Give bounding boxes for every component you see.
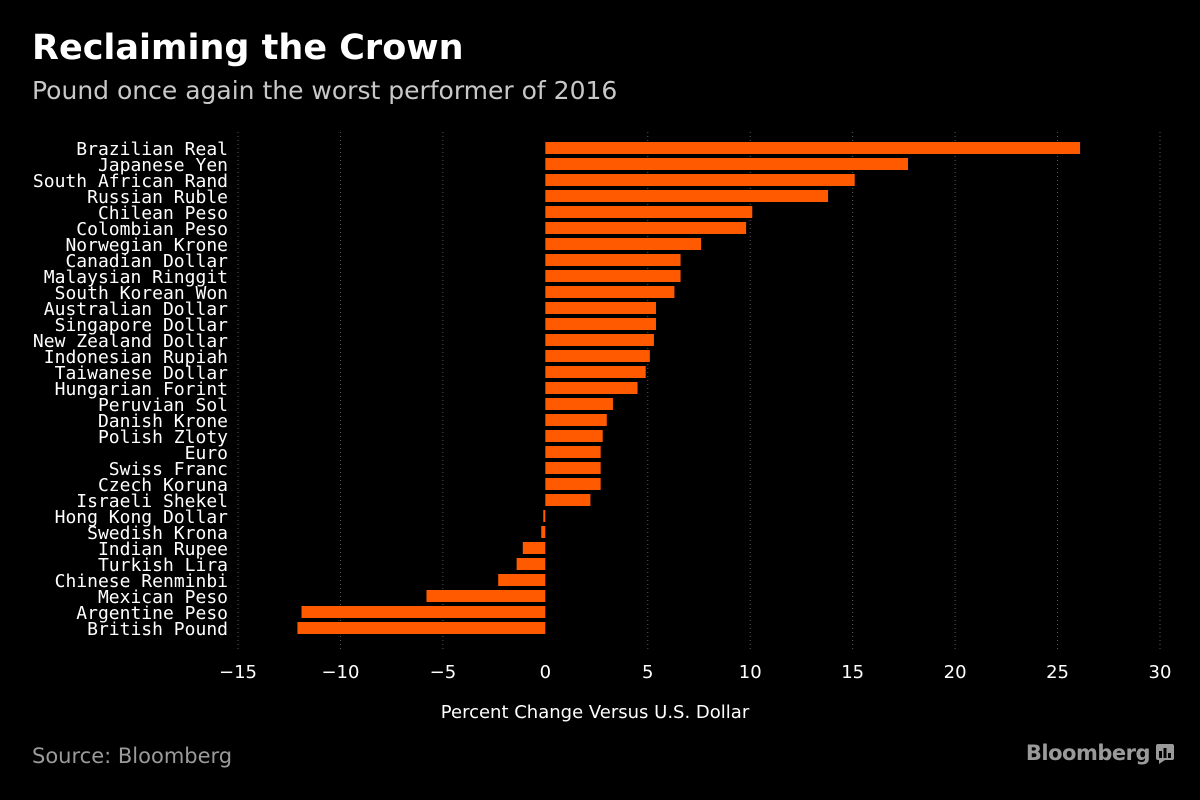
x-tick-label: 25 xyxy=(1046,662,1069,683)
category-label: Czech Koruna xyxy=(98,475,228,496)
x-tick-label: −5 xyxy=(430,662,457,683)
brand-name: Bloomberg xyxy=(1025,741,1151,765)
x-tick-label: −10 xyxy=(321,662,359,683)
bar xyxy=(545,478,601,490)
bar xyxy=(545,302,656,314)
category-label: Canadian Dollar xyxy=(65,251,228,272)
bar xyxy=(545,254,681,266)
category-label: Turkish Lira xyxy=(98,555,228,576)
bar xyxy=(541,526,546,538)
category-label: Norwegian Krone xyxy=(65,235,228,256)
bar xyxy=(545,142,1081,154)
category-label: Malaysian Ringgit xyxy=(44,267,228,288)
bar xyxy=(545,494,591,506)
bar xyxy=(545,270,681,282)
category-label: Euro xyxy=(185,443,228,464)
x-tick-label: 30 xyxy=(1149,662,1172,683)
chart-title: Reclaiming the Crown xyxy=(32,28,464,68)
chart-subtitle: Pound once again the worst performer of … xyxy=(32,76,618,105)
bar xyxy=(301,606,546,618)
category-label: Indian Rupee xyxy=(98,539,228,560)
category-label: South Korean Won xyxy=(55,283,228,304)
category-label: Singapore Dollar xyxy=(55,315,229,336)
bar xyxy=(545,446,601,458)
category-label: Indonesian Rupiah xyxy=(44,347,228,368)
bar xyxy=(545,174,855,186)
bar xyxy=(545,238,702,250)
bar xyxy=(545,350,650,362)
category-label: Hungarian Forint xyxy=(55,379,228,400)
category-label: Israeli Shekel xyxy=(76,491,228,512)
category-label: Russian Ruble xyxy=(87,187,228,208)
bar xyxy=(297,622,546,634)
source-note: Source: Bloomberg xyxy=(32,744,233,768)
x-tick-label: −15 xyxy=(219,662,257,683)
category-label: Japanese Yen xyxy=(98,155,228,176)
category-label: Swedish Krona xyxy=(87,523,228,544)
brand-logo: Bloomberg xyxy=(1026,741,1174,765)
category-label: Danish Krone xyxy=(98,411,228,432)
bar xyxy=(545,158,908,170)
category-label: British Pound xyxy=(87,619,228,640)
bar xyxy=(545,382,638,394)
bar xyxy=(545,190,829,202)
bar xyxy=(545,462,601,474)
bar xyxy=(516,558,546,570)
category-label: Swiss Franc xyxy=(109,459,228,480)
category-label: Taiwanese Dollar xyxy=(55,363,229,384)
bar xyxy=(545,414,607,426)
bloomberg-chart-icon xyxy=(1156,744,1174,764)
bar xyxy=(545,398,613,410)
category-label: New Zealand Dollar xyxy=(33,331,228,352)
category-label: South African Rand xyxy=(33,171,228,192)
bar xyxy=(498,574,546,586)
category-label: Argentine Peso xyxy=(76,603,228,624)
x-tick-label: 5 xyxy=(642,662,653,683)
bar xyxy=(545,366,646,378)
bar xyxy=(543,510,546,522)
bar xyxy=(545,430,603,442)
x-tick-label: 10 xyxy=(739,662,762,683)
bar xyxy=(426,590,546,602)
bar xyxy=(545,318,656,330)
x-tick-label: 15 xyxy=(841,662,864,683)
category-label: Brazilian Real xyxy=(76,139,228,160)
bar xyxy=(545,222,747,234)
category-label: Chilean Peso xyxy=(98,203,228,224)
bar xyxy=(545,334,654,346)
x-axis-label: Percent Change Versus U.S. Dollar xyxy=(441,702,750,723)
x-tick-label: 20 xyxy=(944,662,967,683)
category-label: Hong Kong Dollar xyxy=(55,507,229,528)
bar xyxy=(522,542,546,554)
category-label: Colombian Peso xyxy=(76,219,228,240)
category-label: Chinese Renminbi xyxy=(55,571,228,592)
x-tick-label: 0 xyxy=(540,662,551,683)
bar xyxy=(545,206,753,218)
category-label: Polish Zloty xyxy=(98,427,228,448)
bar xyxy=(545,286,675,298)
category-label: Peruvian Sol xyxy=(98,395,228,416)
category-label: Australian Dollar xyxy=(44,299,228,320)
category-label: Mexican Peso xyxy=(98,587,228,608)
